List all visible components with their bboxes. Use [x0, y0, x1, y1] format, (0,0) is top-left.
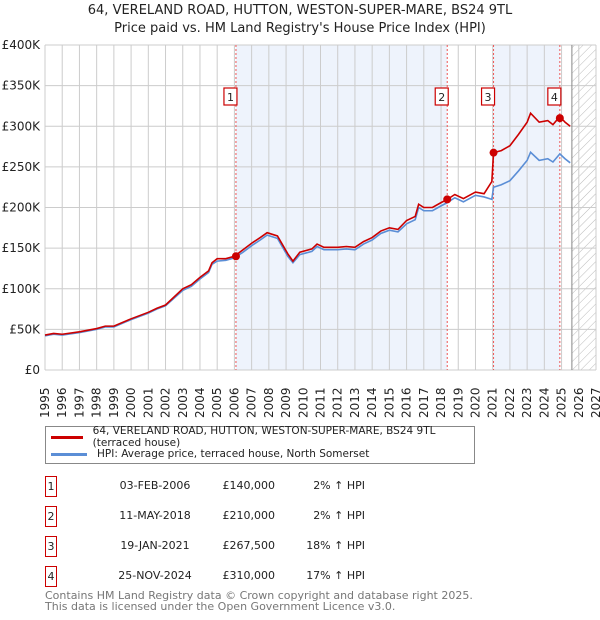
y-tick-label: £400K: [2, 38, 42, 52]
x-tick-label: 2010: [296, 387, 310, 418]
transaction-date: 19-JAN-2021: [120, 539, 190, 552]
transaction-price: £310,000: [222, 569, 276, 582]
transaction-row: 3 19-JAN-2021 £267,500 18% ↑ HPI: [45, 536, 445, 557]
chart-title: 64, VERELAND ROAD, HUTTON, WESTON-SUPER-…: [87, 3, 513, 18]
x-tick-label: 2024: [537, 387, 551, 418]
property-price-line: [44, 111, 571, 336]
x-tick-label: 2012: [331, 387, 345, 418]
legend-swatch: [51, 452, 87, 456]
chart-subtitle: Price paid vs. HM Land Registry's House …: [114, 21, 486, 36]
x-tick-label: 2025: [555, 387, 569, 418]
sale-point: [555, 114, 564, 123]
transaction-date: 03-FEB-2006: [119, 479, 191, 492]
x-tick-label: 2021: [486, 387, 500, 418]
transaction-price: £210,000: [222, 509, 276, 522]
x-tick-label: 2017: [417, 387, 431, 418]
footer-licence: This data is licensed under the Open Gov…: [45, 600, 396, 613]
transaction-row: 1 03-FEB-2006 £140,000 2% ↑ HPI: [45, 476, 445, 497]
x-tick-label: 2006: [227, 387, 241, 418]
sale-label: 2: [438, 91, 445, 104]
x-tick-label: 2026: [572, 387, 586, 418]
sale-label-box: [434, 87, 449, 106]
x-tick-label: 2023: [520, 387, 534, 418]
x-tick-label: 2008: [262, 387, 276, 418]
transaction-date: 11-MAY-2018: [119, 509, 191, 522]
x-tick-label: 2022: [503, 387, 517, 418]
x-tick-label: 2020: [468, 387, 482, 418]
transaction-number-badge: 1: [45, 476, 57, 497]
x-tick-label: 1997: [72, 387, 86, 418]
transaction-number-badge: 4: [45, 566, 57, 587]
x-tick-label: 2014: [365, 387, 379, 418]
chart-legend: 64, VERELAND ROAD, HUTTON, WESTON-SUPER-…: [45, 425, 475, 464]
sale-point: [231, 252, 240, 261]
transaction-price: £140,000: [222, 479, 276, 492]
y-tick-label: £150K: [2, 241, 42, 255]
transaction-row: 4 25-NOV-2024 £310,000 17% ↑ HPI: [45, 566, 445, 587]
legend-item-hpi: HPI: Average price, terraced house, Nort…: [46, 446, 369, 462]
sale-label: 1: [227, 91, 234, 104]
legend-label: 64, VERELAND ROAD, HUTTON, WESTON-SUPER-…: [92, 425, 436, 449]
x-tick-label: 2016: [400, 387, 414, 418]
transaction-date: 25-NOV-2024: [118, 569, 192, 582]
x-tick-label: 2000: [124, 387, 138, 418]
x-tick-label: 1999: [107, 387, 121, 418]
x-tick-label: 1996: [55, 387, 69, 418]
sale-point: [443, 195, 452, 204]
legend-item-property: 64, VERELAND ROAD, HUTTON, WESTON-SUPER-…: [46, 425, 474, 449]
transaction-row: 2 11-MAY-2018 £210,000 2% ↑ HPI: [45, 506, 445, 527]
y-tick-label: £50K: [9, 322, 41, 336]
transaction-price: £267,500: [222, 539, 276, 552]
x-tick-label: 2005: [210, 387, 224, 418]
price-chart: 1 2 3 4 1995 1996 1997 1998 1999 2000 2001 2002 2003…: [2, 38, 600, 418]
sale-label-box: [480, 87, 496, 106]
x-tick-label: 2013: [348, 387, 362, 418]
transaction-hpi-change: 17% ↑ HPI: [306, 569, 365, 582]
footer-copyright: Contains HM Land Registry data © Crown c…: [45, 589, 473, 602]
sale-point: [489, 148, 498, 157]
x-tick-label: 2027: [589, 387, 600, 418]
y-tick-label: £0: [25, 363, 40, 377]
x-tick-label: 1995: [38, 387, 52, 418]
transaction-number-badge: 2: [45, 506, 57, 527]
legend-swatch: [51, 435, 83, 439]
sale-label-box: [223, 87, 238, 106]
legend-label: HPI: Average price, terraced house, Nort…: [97, 448, 370, 460]
sale-label: 4: [551, 91, 558, 104]
x-tick-label: 2002: [159, 387, 173, 418]
y-tick-label: £250K: [2, 160, 42, 174]
y-tick-label: £300K: [2, 119, 42, 133]
sale-label-box: [547, 87, 562, 106]
y-tick-label: £200K: [2, 201, 42, 215]
x-tick-label: 2004: [193, 387, 207, 418]
y-tick-label: £100K: [2, 282, 42, 296]
transaction-hpi-change: 18% ↑ HPI: [306, 539, 365, 552]
sale-label: 3: [485, 91, 492, 104]
y-tick-label: £350K: [2, 79, 42, 93]
x-tick-label: 2003: [176, 387, 190, 418]
x-tick-label: 1998: [90, 387, 104, 418]
x-tick-label: 2007: [245, 387, 259, 418]
transaction-hpi-change: 2% ↑ HPI: [313, 479, 365, 492]
x-tick-label: 2018: [434, 387, 448, 418]
transaction-hpi-change: 2% ↑ HPI: [313, 509, 365, 522]
x-tick-label: 2011: [314, 387, 328, 418]
x-tick-label: 2009: [279, 387, 293, 418]
x-tick-label: 2001: [141, 387, 155, 418]
x-tick-label: 2019: [451, 387, 465, 418]
transaction-number-badge: 3: [45, 536, 57, 557]
x-tick-label: 2015: [382, 387, 396, 418]
